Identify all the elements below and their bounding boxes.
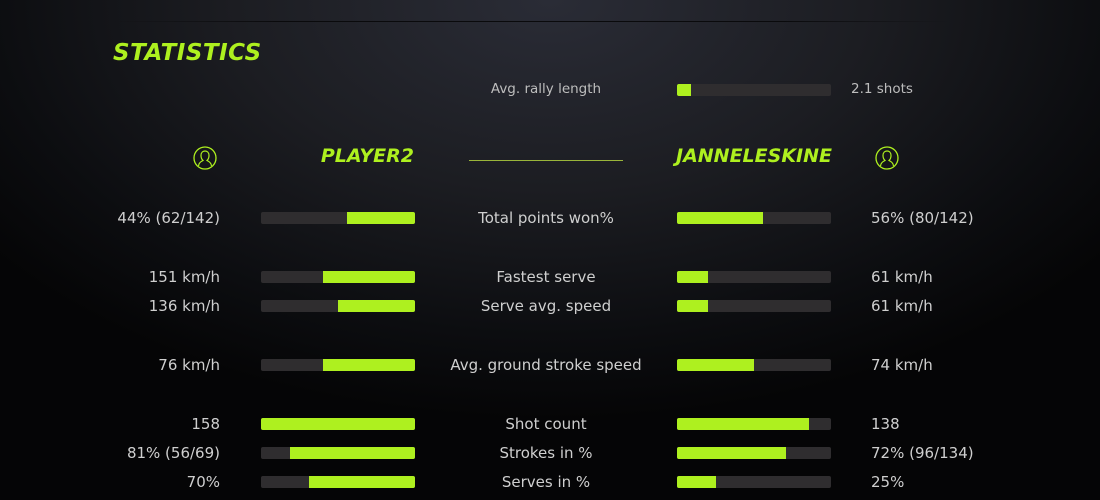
stat-right-bar — [677, 418, 831, 430]
stat-left-value: 81% (56/69) — [126, 444, 220, 462]
stat-right-value: 56% (80/142) — [871, 209, 974, 227]
stat-label: Avg. ground stroke speed — [450, 356, 642, 374]
stat-label: Fastest serve — [496, 268, 596, 286]
user-icon — [875, 146, 899, 170]
stat-left-value: 151 km/h — [148, 268, 220, 286]
stat-right-value: 25% — [871, 473, 905, 491]
left-player-name: PLAYER2 — [320, 145, 414, 167]
stat-label: Serve avg. speed — [480, 297, 612, 315]
stat-label: Serves in % — [501, 473, 591, 491]
stat-left-bar — [261, 418, 415, 430]
stat-right-bar-fill — [677, 300, 708, 312]
stat-left-bar — [261, 300, 415, 312]
stat-right-bar — [677, 476, 831, 488]
right-player-name: JANNELESKINE — [676, 145, 832, 167]
stat-left-bar-fill — [290, 447, 415, 459]
page-title: STATISTICS — [113, 40, 262, 66]
stat-right-bar-fill — [677, 359, 754, 371]
stat-left-bar — [261, 359, 415, 371]
stat-left-bar — [261, 212, 415, 224]
stat-right-value: 74 km/h — [871, 356, 933, 374]
stat-left-bar-fill — [322, 271, 415, 283]
stat-left-value: 44% (62/142) — [117, 209, 220, 227]
stat-right-bar — [677, 359, 831, 371]
stat-left-bar-fill — [322, 359, 415, 371]
stat-label: Shot count — [505, 415, 587, 433]
stat-right-value: 61 km/h — [871, 297, 933, 315]
stat-left-bar-fill — [338, 300, 415, 312]
stat-left-bar — [261, 476, 415, 488]
stat-right-bar — [677, 212, 831, 224]
header-divider — [469, 160, 623, 161]
stat-right-value: 138 — [871, 415, 900, 433]
stat-left-value: 136 km/h — [148, 297, 220, 315]
user-icon — [193, 146, 217, 170]
rally-bar — [677, 84, 831, 96]
stat-left-bar-fill — [308, 476, 415, 488]
stat-left-value: 158 — [191, 415, 220, 433]
rally-label: Avg. rally length — [490, 81, 602, 97]
stat-left-bar-fill — [347, 212, 415, 224]
stat-right-bar — [677, 300, 831, 312]
stat-right-bar — [677, 271, 831, 283]
stat-left-bar — [261, 271, 415, 283]
stat-left-value: 76 km/h — [158, 356, 220, 374]
stat-right-bar — [677, 447, 831, 459]
stat-right-bar-fill — [677, 212, 764, 224]
stat-label: Total points won% — [478, 209, 614, 227]
stat-right-bar-fill — [677, 476, 716, 488]
rally-bar-fill — [677, 84, 691, 96]
stat-right-bar-fill — [677, 418, 810, 430]
rally-value: 2.1 shots — [851, 81, 913, 97]
stat-right-value: 72% (96/134) — [871, 444, 974, 462]
stat-left-bar — [261, 447, 415, 459]
stat-right-bar-fill — [677, 271, 708, 283]
top-divider — [110, 21, 950, 22]
stat-label: Strokes in % — [499, 444, 593, 462]
stat-right-bar-fill — [677, 447, 787, 459]
stat-left-bar-fill — [261, 418, 415, 430]
stat-right-value: 61 km/h — [871, 268, 933, 286]
stat-left-value: 70% — [186, 473, 220, 491]
